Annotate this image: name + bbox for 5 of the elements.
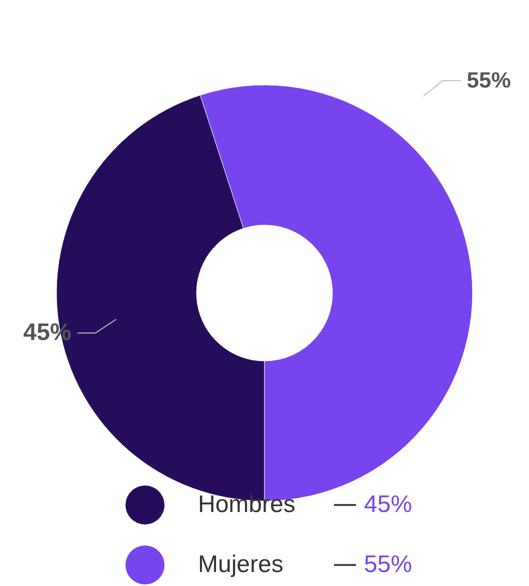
data-label: 55% <box>466 68 511 93</box>
legend-label: Hombres <box>198 491 296 518</box>
legend-label: Mujeres <box>198 551 284 578</box>
text: 45% <box>364 491 412 518</box>
text: 55% <box>364 551 412 578</box>
